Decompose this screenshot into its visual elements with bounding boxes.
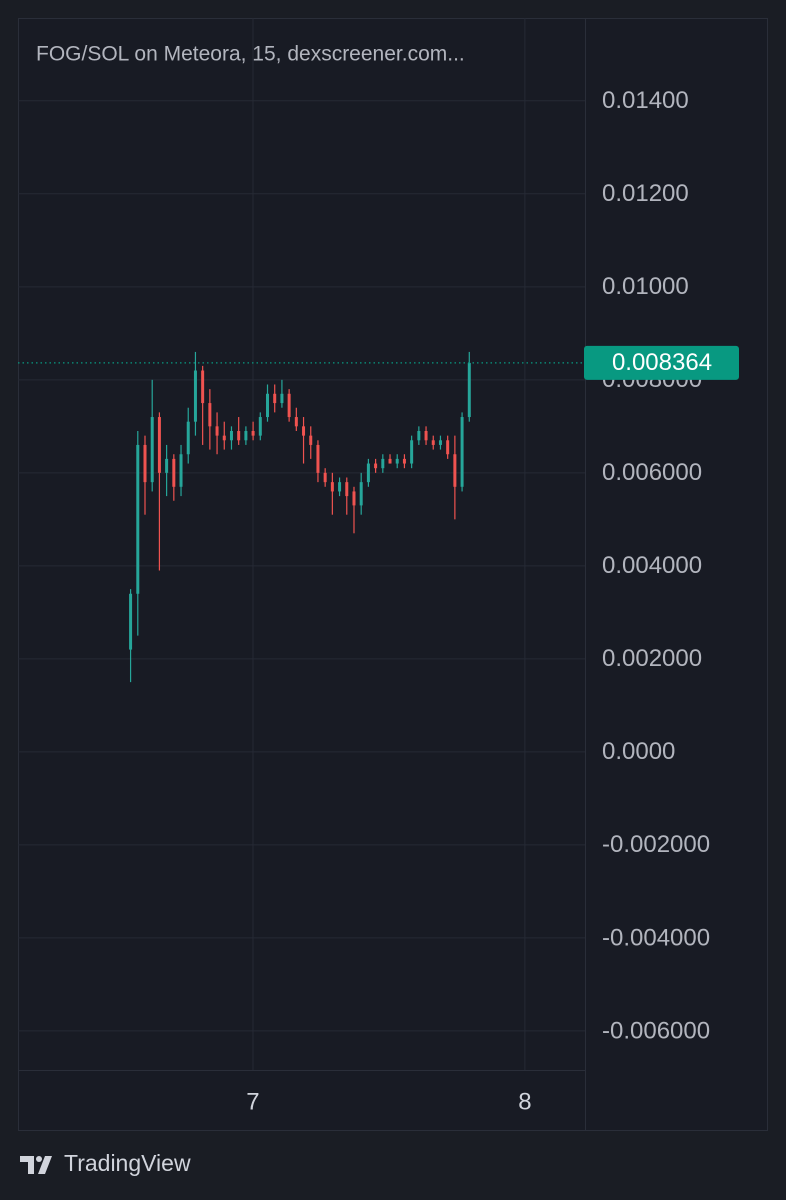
y-tick-label: -0.004000 — [602, 924, 710, 951]
candle-body — [193, 370, 197, 422]
candle-body — [179, 454, 183, 487]
last-price-box — [584, 345, 739, 380]
candle-body — [229, 430, 233, 441]
last-price-label: 0.008364 — [612, 349, 712, 376]
candle-body — [251, 430, 255, 436]
candle-body — [366, 463, 370, 483]
candles — [18, 351, 585, 683]
candle-body — [237, 430, 241, 441]
x-tick-label: 8 — [518, 1088, 531, 1115]
candle-body — [215, 426, 219, 436]
y-tick-label: 0.002000 — [602, 645, 702, 672]
chart-panel — [18, 18, 768, 1131]
candle-body — [136, 444, 140, 594]
candle-body — [208, 403, 212, 427]
candle-body — [222, 435, 226, 441]
candle-body — [287, 393, 291, 418]
candle-body — [150, 417, 154, 483]
candle-body — [352, 491, 356, 506]
candle-body — [309, 435, 313, 445]
candle-body — [431, 440, 435, 445]
candle-body — [467, 362, 471, 418]
candle-body — [323, 472, 327, 483]
x-tick-label: 7 — [246, 1088, 259, 1115]
candle-body — [338, 482, 342, 492]
candle-body — [258, 417, 262, 436]
brand-logo — [20, 1156, 52, 1174]
candle-body — [129, 593, 133, 650]
y-tick-label: 0.01200 — [602, 180, 689, 207]
candle-body — [316, 444, 320, 473]
y-tick-label: 0.0000 — [602, 738, 675, 765]
candle-body — [359, 482, 363, 506]
candle-body — [165, 458, 169, 473]
candle-body — [460, 417, 464, 487]
candle-body — [424, 430, 428, 441]
candle-body — [330, 482, 334, 492]
candle-body — [302, 426, 306, 436]
y-tick-label: 0.01400 — [602, 87, 689, 114]
candle-body — [273, 393, 277, 404]
candle-body — [374, 463, 378, 469]
chart-title: FOG/SOL on Meteora, 15, dexscreener.com.… — [36, 43, 465, 66]
candle-body — [438, 440, 442, 445]
candle-body — [417, 430, 421, 441]
y-tick-label: 0.01000 — [602, 273, 689, 300]
grid — [18, 18, 585, 1070]
y-tick-label: -0.006000 — [602, 1017, 710, 1044]
candle-body — [244, 430, 248, 441]
candle-body — [201, 370, 205, 404]
candle-body — [395, 458, 399, 464]
candle-body — [186, 421, 190, 455]
y-tick-label: -0.002000 — [602, 831, 710, 858]
candle-body — [294, 417, 298, 427]
candle-body — [453, 454, 457, 487]
candle-body — [157, 417, 161, 473]
candle-body — [172, 458, 176, 487]
candle-body — [280, 393, 284, 404]
candle-body — [410, 440, 414, 464]
candle-body — [388, 458, 392, 464]
candle-body — [402, 458, 406, 464]
labels: 0.014000.012000.010000.0080000.0060000.0… — [246, 87, 739, 1115]
candle-body — [266, 393, 270, 418]
brand: TradingView — [64, 1150, 191, 1176]
candle-body — [345, 482, 349, 497]
candle-body — [446, 440, 450, 455]
y-tick-label: 0.004000 — [602, 552, 702, 579]
candle-body — [143, 444, 147, 483]
y-tick-label: 0.006000 — [602, 459, 702, 486]
candle-body — [381, 458, 385, 469]
